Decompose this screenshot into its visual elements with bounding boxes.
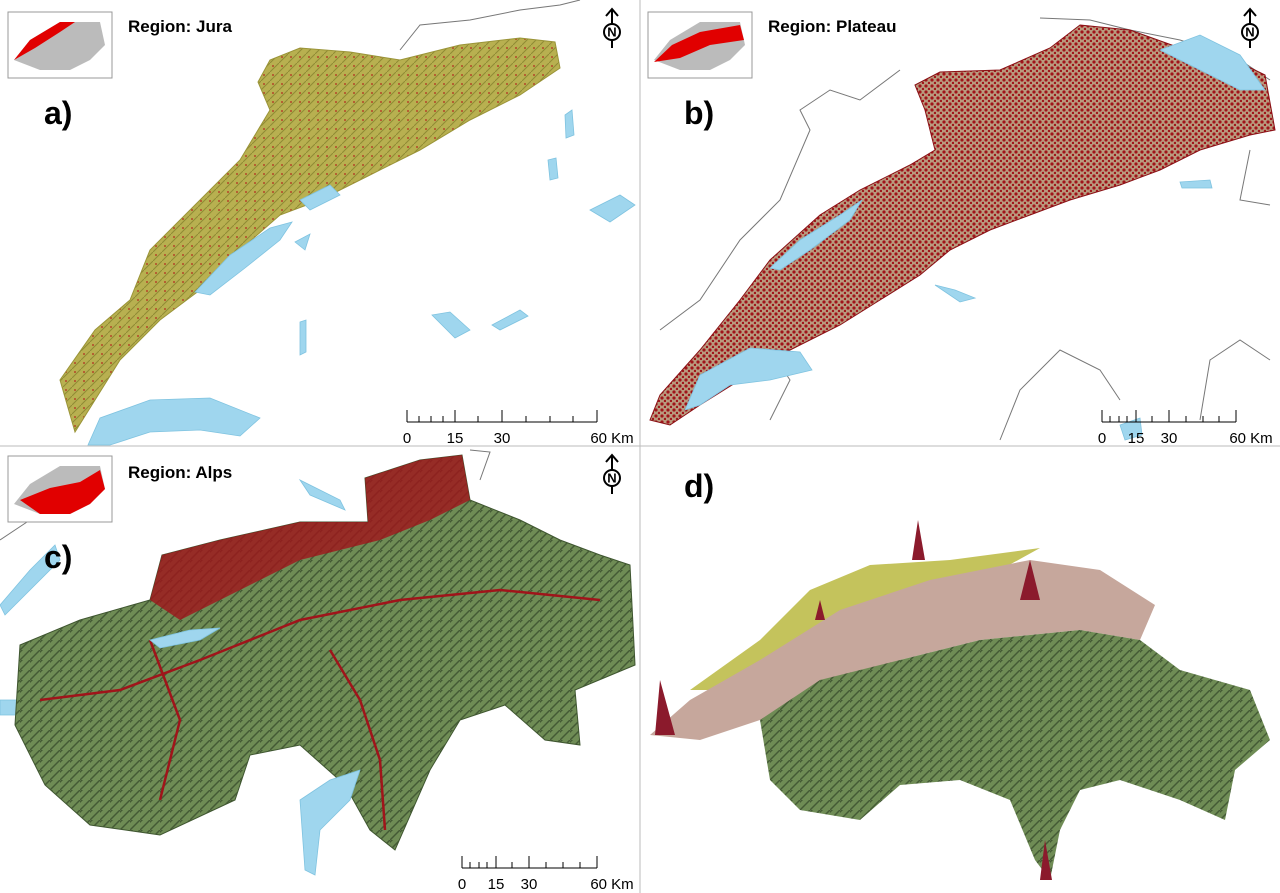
panel-c	[0, 449, 636, 876]
scale-label: 0	[1098, 430, 1106, 447]
border	[659, 17, 1271, 441]
scale-label: 0	[458, 876, 466, 893]
lake	[299, 319, 307, 356]
lake	[87, 397, 261, 446]
region-title: Region: Alps	[128, 463, 232, 482]
panel-label: c)	[44, 539, 72, 575]
lake	[1119, 417, 1143, 441]
lake	[491, 309, 529, 331]
region-title: Region: Plateau	[768, 17, 896, 36]
scale-label: 60 Km	[1229, 430, 1272, 447]
north-label: N	[607, 24, 616, 39]
alps-3d	[760, 630, 1270, 880]
lake	[0, 544, 61, 616]
border	[0, 449, 491, 541]
scale-label: 15	[488, 876, 505, 893]
lake	[547, 157, 559, 181]
lake	[194, 221, 293, 296]
panel-label: a)	[44, 95, 72, 131]
lake	[769, 199, 863, 271]
panel-label: d)	[684, 468, 714, 504]
panel-b	[649, 17, 1276, 441]
scale-label: 60 Km	[590, 876, 633, 893]
scale-label: 15	[447, 430, 464, 447]
border	[399, 0, 581, 51]
lake	[431, 311, 471, 339]
inset-a	[7, 11, 113, 79]
scale-label: 60 Km	[590, 430, 633, 447]
scale-label: 0	[403, 430, 411, 447]
plateau-3d	[650, 560, 1155, 740]
lake	[1179, 179, 1213, 189]
panel-d	[650, 520, 1270, 880]
lake	[294, 233, 311, 251]
north-label: N	[1245, 24, 1254, 39]
north-label: N	[607, 470, 616, 485]
lake	[1159, 34, 1266, 91]
north-arrow	[603, 7, 1259, 494]
inset-b	[647, 11, 753, 79]
lake	[589, 194, 636, 223]
valley	[39, 588, 601, 831]
scale-label: 15	[1128, 430, 1145, 447]
lake	[684, 347, 813, 411]
scale-label: 30	[494, 430, 511, 447]
lake	[299, 184, 341, 211]
lake	[149, 627, 221, 649]
lake	[298, 478, 346, 511]
lake	[299, 769, 361, 876]
panel-a	[59, 0, 636, 446]
scale-label: 30	[1161, 430, 1178, 447]
lake	[564, 109, 575, 139]
lake	[934, 284, 977, 303]
region-title: Region: Jura	[128, 17, 232, 36]
scale-label: 30	[521, 876, 538, 893]
scale-bar	[406, 410, 1237, 869]
inset-c	[7, 455, 113, 523]
lowland-red	[150, 455, 470, 620]
panel-label: b)	[684, 95, 714, 131]
